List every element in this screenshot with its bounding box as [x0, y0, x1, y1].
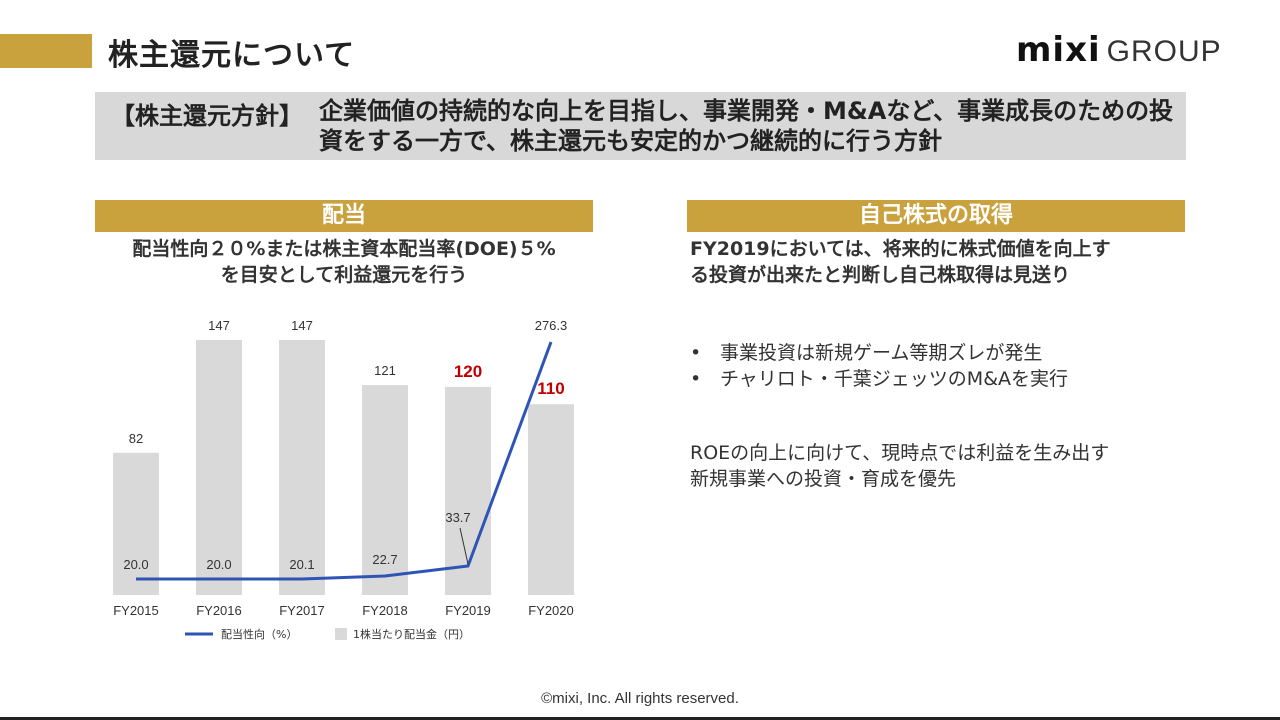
dividend-desc-line1: 配当性向２０%または株主資本配当率(DOE)５%: [132, 238, 556, 260]
dividend-chart: 82 FY2015 147 FY2016 147 FY2017 121 FY2018 120 FY…: [113, 318, 574, 641]
policy-box: 【株主還元方針】 企業価値の持続的な向上を目指し、事業開発・M&Aなど、事業成長…: [95, 92, 1186, 160]
x-tick-label: FY2017: [279, 603, 325, 618]
x-tick-label: FY2016: [196, 603, 242, 618]
line-value-label: 20.0: [206, 557, 231, 572]
dividend-bar: [528, 404, 574, 595]
roe-line1: ROEの向上に向けて、現時点では利益を生み出す: [690, 442, 1110, 464]
bullet-text: チャリロト・千葉ジェッツのM&Aを実行: [720, 368, 1069, 390]
logo-mixi-text: mixi: [1016, 30, 1101, 70]
logo-group-text: GROUP: [1106, 35, 1222, 68]
bar-value-label: 147: [291, 318, 313, 333]
bar-value-label: 121: [374, 363, 396, 378]
legend-line-label: 配当性向（%）: [221, 627, 297, 641]
legend-bar-swatch: [335, 628, 347, 640]
dividend-bar: [279, 340, 325, 595]
x-tick-label: FY2019: [445, 603, 491, 618]
buyback-desc-line2: る投資が出来たと判断し自己株取得は見送り: [690, 264, 1071, 286]
fy2019-label-leader: [459, 527, 469, 565]
dividend-header: 配当: [95, 200, 593, 232]
bullet-item: • 事業投資は新規ゲーム等期ズレが発生: [690, 340, 1068, 366]
dividend-bar: [113, 452, 159, 595]
roe-line2: 新規事業への投資・育成を優先: [690, 468, 957, 490]
bar-value-label: 120: [454, 362, 482, 381]
policy-text: 企業価値の持続的な向上を目指し、事業開発・M&Aなど、事業成長のための投資をする…: [319, 97, 1174, 155]
bar-value-label: 110: [537, 379, 564, 398]
bullet-item: • チャリロト・千葉ジェッツのM&Aを実行: [690, 366, 1068, 392]
x-tick-label: FY2018: [362, 603, 408, 618]
bar-value-label: 82: [129, 431, 143, 446]
dividend-bar: [196, 340, 242, 595]
payout-ratio-line: [136, 341, 553, 581]
x-tick-label: FY2015: [113, 603, 159, 618]
buyback-description: FY2019においては、将来的に株式価値を向上す る投資が出来たと判断し自己株取…: [690, 236, 1190, 288]
legend-bar-label: 1株当たり配当金（円）: [353, 627, 470, 641]
dividend-bar: [445, 386, 491, 595]
line-value-label: 33.7: [445, 510, 470, 525]
buyback-desc-line1: FY2019においては、将来的に株式価値を向上す: [690, 238, 1111, 260]
title-accent-bar: [0, 34, 92, 68]
mixi-group-logo: mixi GROUP: [1016, 30, 1222, 74]
policy-label: 【株主還元方針】: [111, 102, 303, 130]
bullet-mark: •: [690, 368, 702, 390]
buyback-header: 自己株式の取得: [687, 200, 1185, 232]
copyright-footer: ©mixi, Inc. All rights reserved.: [541, 690, 739, 707]
line-value-label: 22.7: [372, 552, 397, 567]
line-value-label: 276.3: [535, 318, 568, 333]
bar-value-label: 147: [208, 318, 230, 333]
page-title: 株主還元について: [108, 38, 356, 73]
roe-statement: ROEの向上に向けて、現時点では利益を生み出す 新規事業への投資・育成を優先: [690, 440, 1190, 492]
footer-divider: [0, 717, 1280, 720]
line-value-label: 20.0: [123, 557, 148, 572]
x-tick-label: FY2020: [528, 603, 574, 618]
buyback-bullet-list: • 事業投資は新規ゲーム等期ズレが発生 • チャリロト・千葉ジェッツのM&Aを実行: [690, 340, 1068, 392]
dividend-description: 配当性向２０%または株主資本配当率(DOE)５% を目安として利益還元を行う: [95, 236, 593, 288]
bullet-mark: •: [690, 342, 702, 364]
line-value-label: 20.1: [289, 557, 314, 572]
dividend-bar: [362, 385, 408, 595]
bullet-text: 事業投資は新規ゲーム等期ズレが発生: [720, 342, 1043, 364]
dividend-desc-line2: を目安として利益還元を行う: [220, 264, 468, 286]
